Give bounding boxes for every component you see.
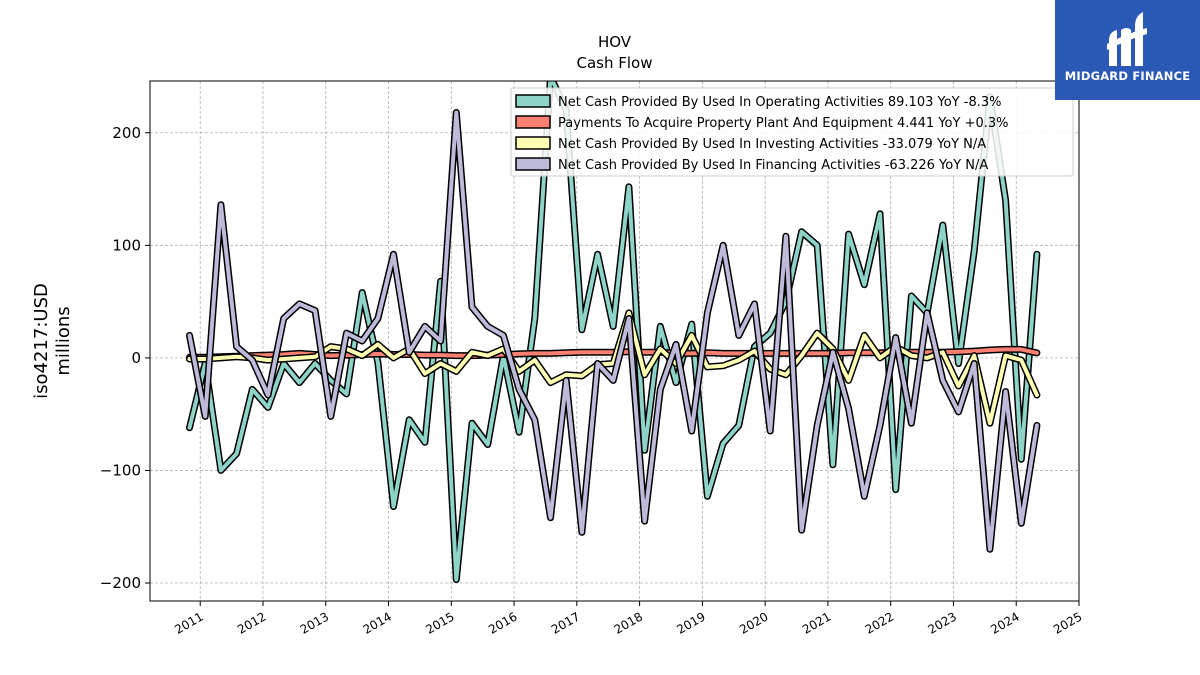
x-tick-label: 2019	[674, 609, 707, 636]
x-tick-label: 2013	[298, 609, 331, 636]
x-axis: 2011 2012 2013 2014 2015 2016 2017 2018 2019 2020…	[172, 601, 1085, 637]
legend-label: Net Cash Provided By Used In Financing A…	[558, 158, 988, 173]
y-axis-label-line: millions	[53, 306, 74, 375]
x-tick-label: 2011	[172, 609, 205, 636]
y-tick-label: 100	[112, 236, 141, 254]
y-axis-label-line: iso4217:USD	[31, 283, 52, 399]
x-tick-label: 2012	[235, 609, 268, 636]
brand-logo: MIDGARD FINANCE	[1055, 0, 1200, 100]
legend-item: Net Cash Provided By Used In Financing A…	[515, 157, 988, 173]
x-tick-label: 2025	[1051, 609, 1084, 636]
x-tick-label: 2024	[988, 609, 1021, 636]
y-axis: −200 −100 0 100 200	[100, 124, 150, 592]
series-line	[187, 81, 1039, 582]
brand-name: MIDGARD FINANCE	[1064, 69, 1191, 83]
legend-box	[510, 87, 1074, 177]
y-tick-label: −100	[100, 461, 141, 479]
series-line	[187, 110, 1039, 552]
y-tick-label: 200	[112, 124, 141, 142]
x-tick-label: 2014	[361, 609, 394, 636]
legend-label: Payments To Acquire Property Plant And E…	[558, 116, 1009, 131]
series-1	[186, 81, 1041, 584]
legend-item: Payments To Acquire Property Plant And E…	[515, 115, 1009, 131]
legend-swatch	[515, 157, 551, 171]
legend-swatch	[515, 94, 551, 108]
y-axis-label: iso4217:USD millions	[31, 283, 74, 399]
chart-subtitle: Cash Flow	[577, 54, 653, 72]
legend-item: Net Cash Provided By Used In Investing A…	[515, 136, 986, 152]
series-lines	[186, 81, 1041, 584]
x-tick-label: 2015	[423, 609, 456, 636]
x-tick-label: 2016	[486, 609, 519, 636]
y-tick-label: 0	[131, 349, 141, 367]
plot-frame	[149, 80, 1080, 602]
x-tick-label: 2023	[926, 609, 959, 636]
brand-logo-icon	[1107, 12, 1147, 66]
x-tick-label: 2020	[737, 609, 770, 636]
x-tick-label: 2018	[612, 609, 645, 636]
series-4	[186, 109, 1041, 553]
x-tick-label: 2021	[800, 609, 833, 636]
y-tick-label: −200	[100, 574, 141, 592]
legend-swatch	[515, 136, 551, 150]
legend-label: Net Cash Provided By Used In Investing A…	[558, 137, 986, 152]
legend-item: Net Cash Provided By Used In Operating A…	[515, 94, 1001, 110]
x-tick-label: 2022	[863, 609, 896, 636]
legend-swatch	[515, 115, 551, 129]
legend-label: Net Cash Provided By Used In Operating A…	[558, 95, 1001, 110]
chart-title: HOV	[598, 33, 632, 51]
legend: Net Cash Provided By Used In Operating A…	[510, 87, 1074, 177]
x-tick-label: 2017	[549, 609, 582, 636]
